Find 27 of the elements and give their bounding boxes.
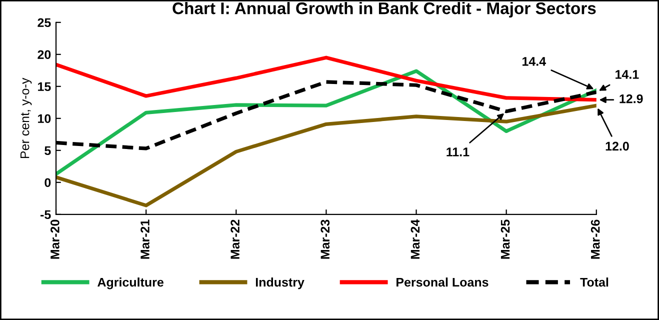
legend-label: Total (580, 277, 608, 287)
chart-title: Chart I: Annual Growth in Bank Credit - Major Sectors (172, 2, 596, 18)
legend-label: Personal Loans (396, 277, 488, 287)
x-tick-label: Mar-25 (500, 220, 510, 259)
annotation: 12.0 (606, 142, 629, 151)
x-tick-label: Mar-21 (140, 220, 150, 259)
x-tick-label: Mar-26 (590, 220, 600, 259)
annotation: 14.4 (522, 57, 546, 66)
y-axis-title: Per cent, y-o-y (20, 78, 32, 158)
y-tick-label: 0 (44, 178, 51, 188)
annotation: 14.1 (616, 70, 639, 79)
legend-label: Agriculture (98, 277, 164, 290)
x-tick-label: Mar-22 (230, 220, 240, 259)
legend-label: Industry (256, 277, 304, 290)
annotation: 12.9 (620, 94, 643, 104)
y-tick-label: -5 (40, 210, 51, 220)
line-series (56, 104, 596, 208)
y-tick-label: 10 (38, 114, 51, 124)
y-tick-label: 15 (38, 82, 51, 92)
line-series (56, 56, 596, 102)
y-tick-label: 5 (44, 146, 51, 156)
x-tick-label: Mar-24 (410, 219, 420, 259)
x-tick-label: Mar-23 (320, 220, 330, 259)
y-tick-label: 25 (38, 18, 51, 28)
x-tick-label: Mar-20 (50, 220, 60, 259)
annotation: 11.1 (446, 148, 470, 156)
y-tick-label: 20 (38, 50, 51, 60)
